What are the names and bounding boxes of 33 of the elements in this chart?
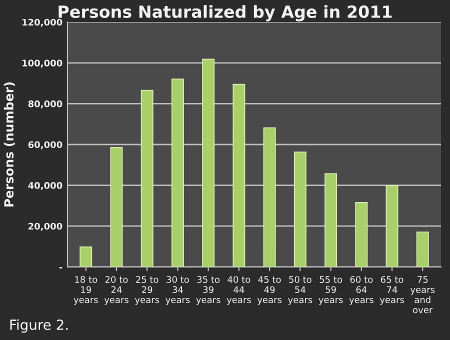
bar <box>80 246 92 267</box>
bar <box>294 152 306 267</box>
y-tick-label: 60,000 <box>28 141 62 150</box>
bar <box>386 185 398 267</box>
x-tick-label: 35 to 39 years <box>196 276 220 305</box>
y-tick-label: 40,000 <box>28 182 62 190</box>
bar <box>232 84 246 267</box>
bar <box>171 78 184 267</box>
x-tick-label: 60 to 64 years <box>349 276 374 305</box>
bar <box>140 90 154 267</box>
y-tick-label: - <box>59 267 62 268</box>
x-tick-label: 20 to 24 years <box>104 276 128 305</box>
bar <box>263 127 276 267</box>
caption: Figure 2. <box>10 319 68 333</box>
y-tick-label: 120,000 <box>22 18 62 27</box>
y-axis-title: Persons (number) <box>4 82 16 207</box>
bar <box>416 232 429 267</box>
y-tick-label: 20,000 <box>28 222 62 231</box>
x-tick-label: 30 to 34 years <box>166 276 190 305</box>
bar <box>355 202 368 267</box>
bar <box>202 58 215 267</box>
bar <box>110 146 123 267</box>
x-tick-label: 40 to 44 years <box>226 276 251 305</box>
x-tick-label: 55 to 59 years <box>318 276 343 305</box>
y-tick-label: 100,000 <box>22 60 62 68</box>
x-tick-label: 75 years and over <box>410 276 435 314</box>
bar <box>324 173 338 267</box>
x-tick-label: 50 to 54 years <box>288 276 312 305</box>
x-tick-label: 18 to 19 years <box>74 276 98 305</box>
x-tick-label: 25 to 29 years <box>134 276 160 305</box>
x-tick-label: 45 to 49 years <box>257 276 282 305</box>
x-tick-label: 65 to 74 years <box>380 276 404 305</box>
y-tick-label: 80,000 <box>28 100 62 108</box>
